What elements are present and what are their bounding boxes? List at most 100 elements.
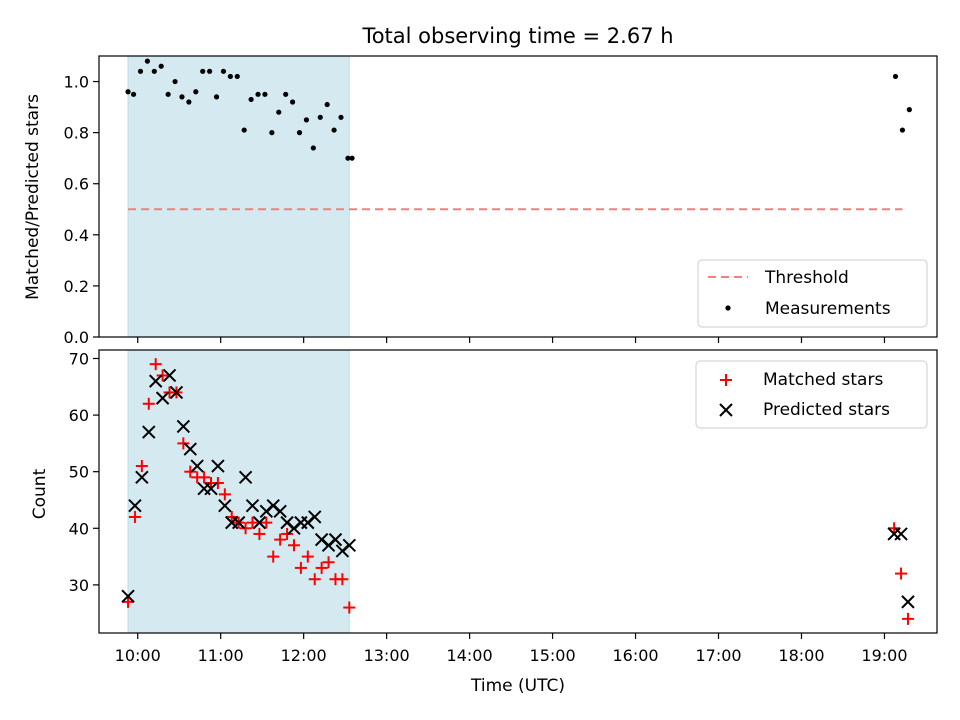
ratio-y-axis-label: Matched/Predicted stars xyxy=(23,94,43,300)
matched-star-point xyxy=(128,510,141,523)
count-panel: 30 40 50 60 70 10:00 11:00 12:00 13:00 14:00 15:0… xyxy=(30,349,938,696)
ratio-panel: 0.0 0.2 0.4 0.6 0.8 1.0 Matched/Predicted sta… xyxy=(23,55,938,347)
count-y-tick-label: 30 xyxy=(69,576,89,595)
measurement-point xyxy=(193,89,199,95)
measurement-point xyxy=(269,130,275,136)
matched-star-point xyxy=(287,539,300,552)
predicted-star-point xyxy=(162,368,177,383)
matched-star-point xyxy=(135,460,148,473)
predicted-star-point xyxy=(204,481,218,496)
measurement-point xyxy=(186,99,192,105)
matched-star-point xyxy=(281,527,294,540)
measurements-legend-label: Measurements xyxy=(765,299,891,319)
ratio-y-tick-label: 0.4 xyxy=(64,226,89,245)
predicted-star-point xyxy=(342,538,357,552)
measurement-points xyxy=(125,58,912,161)
matched-legend-swatch xyxy=(720,374,732,386)
matched-star-point xyxy=(246,516,259,529)
time-x-axis-label: Time (UTC) xyxy=(470,676,565,696)
measurement-point xyxy=(130,91,137,97)
measurement-point xyxy=(151,68,157,74)
ratio-plot-frame xyxy=(98,55,938,338)
matched-star-point xyxy=(260,516,273,529)
predicted-star-point xyxy=(176,419,191,434)
predicted-star-point xyxy=(252,515,267,530)
time-x-tick-label: 18:00 xyxy=(778,646,824,665)
matched-star-point xyxy=(267,550,280,563)
ratio-y-tick-label: 0.2 xyxy=(64,277,89,296)
matched-star-point xyxy=(895,567,908,580)
matched-star-point xyxy=(343,601,356,614)
predicted-star-point xyxy=(183,442,197,456)
predicted-star-point xyxy=(142,425,156,439)
predicted-star-point xyxy=(218,498,232,513)
measurement-point xyxy=(144,58,150,64)
measurement-point xyxy=(137,68,144,74)
matched-star-point xyxy=(225,510,238,523)
predicted-star-point xyxy=(135,470,149,485)
matched-star-point xyxy=(149,358,162,371)
measurement-point xyxy=(324,101,330,108)
measurement-point xyxy=(283,91,289,97)
predicted-legend-label: Predicted stars xyxy=(763,400,890,420)
measurement-point xyxy=(262,91,268,97)
measurement-point xyxy=(906,107,912,113)
time-x-axis: 10:00 11:00 12:00 13:00 14:00 15:00 16:00 17:00… xyxy=(115,633,908,665)
predicted-star-point xyxy=(190,459,204,473)
predicted-star-point xyxy=(169,385,184,400)
matched-stars-points xyxy=(122,358,914,625)
ratio-legend: Threshold Measurements xyxy=(697,259,928,328)
predicted-star-point xyxy=(328,532,343,547)
measurement-point xyxy=(248,96,254,103)
measurement-point xyxy=(345,155,351,161)
count-plot-frame xyxy=(98,349,938,634)
predicted-star-point xyxy=(901,595,915,609)
time-x-tick-label: 19:00 xyxy=(861,646,907,665)
observing-window-band xyxy=(127,349,350,634)
ratio-x-ticks xyxy=(137,337,886,343)
ratio-y-tick-label: 0.8 xyxy=(64,124,89,143)
ratio-y-tick-label: 0.0 xyxy=(64,328,89,347)
matched-star-point xyxy=(218,488,231,501)
time-x-tick-label: 13:00 xyxy=(364,646,410,665)
observing-window-shade-bottom xyxy=(127,349,350,634)
time-x-tick-label: 16:00 xyxy=(612,646,658,665)
time-x-tick-label: 17:00 xyxy=(695,646,741,665)
matched-star-point xyxy=(888,522,901,535)
matched-star-point xyxy=(156,369,169,382)
count-y-axis-label: Count xyxy=(30,468,50,519)
time-x-tick-label: 15:00 xyxy=(530,646,576,665)
measurement-point xyxy=(255,91,261,97)
predicted-star-point xyxy=(894,527,908,541)
threshold-legend-label: Threshold xyxy=(764,268,849,288)
matched-star-point xyxy=(142,397,155,410)
count-y-axis: 30 40 50 60 70 xyxy=(69,349,99,595)
measurement-point xyxy=(234,73,240,80)
measurement-point xyxy=(125,89,131,95)
matched-legend-label: Matched stars xyxy=(763,370,883,390)
matched-star-point xyxy=(253,527,266,540)
measurement-point xyxy=(165,91,171,97)
matched-star-point xyxy=(211,477,224,490)
predicted-stars-points xyxy=(121,368,915,609)
measurement-point xyxy=(241,127,247,133)
measurement-point xyxy=(899,127,906,133)
count-legend-box xyxy=(695,360,928,429)
time-x-tick-label: 11:00 xyxy=(198,646,244,665)
measurement-point xyxy=(296,130,303,136)
count-y-tick-label: 60 xyxy=(69,406,89,425)
predicted-star-point xyxy=(128,498,142,513)
matched-star-point xyxy=(294,561,307,574)
measurement-point xyxy=(227,73,233,80)
count-legend: Matched stars Predicted stars xyxy=(695,360,928,429)
matched-star-point xyxy=(239,522,252,535)
ratio-y-tick-label: 0.6 xyxy=(64,175,89,194)
matched-star-point xyxy=(901,612,914,625)
predicted-star-point xyxy=(238,470,253,485)
measurement-point xyxy=(172,78,178,85)
measurement-point xyxy=(289,99,296,105)
ratio-y-axis: 0.0 0.2 0.4 0.6 0.8 1.0 xyxy=(64,73,99,347)
measurement-point xyxy=(200,68,206,74)
matched-star-point xyxy=(301,550,314,563)
